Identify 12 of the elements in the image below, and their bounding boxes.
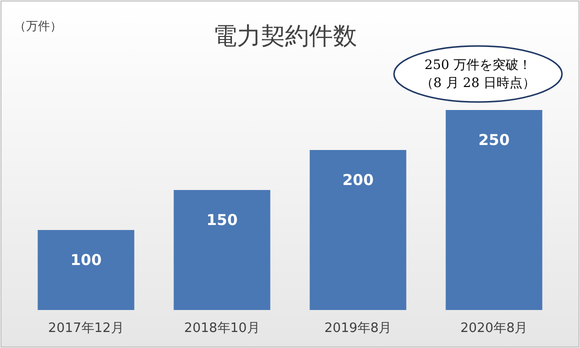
text: （万件）: [14, 19, 62, 33]
chart-title: 電力契約件数: [213, 22, 357, 50]
text: （8 月 28 日時点）: [420, 76, 536, 91]
x-tick-label: 2018年10月: [184, 321, 260, 336]
data-label: 100: [70, 251, 102, 269]
data-label: 250: [478, 131, 510, 149]
data-label: 200: [342, 171, 374, 189]
x-tick-label: 2020年8月: [460, 321, 528, 336]
text: 250 万件を突破！: [424, 58, 532, 73]
x-tick-label: 2017年12月: [48, 321, 124, 336]
x-tick-label: 2019年8月: [324, 321, 392, 336]
data-label: 150: [206, 211, 238, 229]
